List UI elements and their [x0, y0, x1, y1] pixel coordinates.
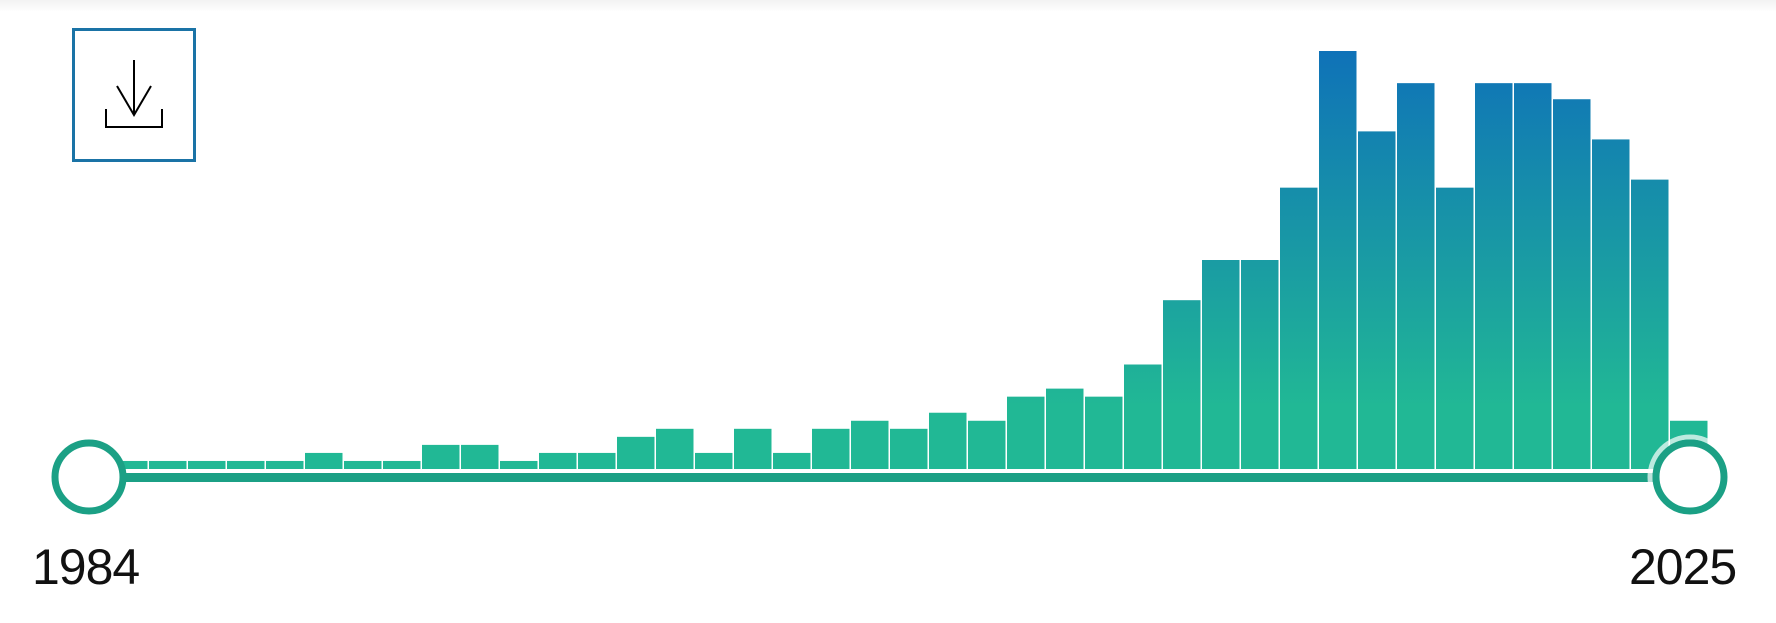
bar-1985: [149, 460, 187, 469]
bar-2023: [1631, 179, 1669, 469]
download-icon: [105, 60, 163, 128]
bar-2000: [734, 428, 772, 469]
bar-1996: [578, 452, 616, 469]
bar-1986: [188, 460, 226, 469]
bar-2018: [1436, 187, 1474, 469]
bar-1989: [305, 452, 343, 469]
bar-2015: [1319, 51, 1357, 469]
bar-1990: [344, 460, 382, 469]
download-button[interactable]: [72, 28, 196, 162]
top-band: [0, 0, 1776, 12]
bar-1991: [383, 460, 421, 469]
bar-2007: [1007, 396, 1045, 469]
bar-2005: [929, 412, 967, 469]
bar-1992: [422, 444, 460, 469]
bar-2011: [1163, 300, 1201, 469]
bar-2012: [1202, 260, 1240, 469]
bar-2022: [1592, 139, 1630, 469]
bar-1987: [227, 460, 265, 469]
range-start-handle[interactable]: [51, 439, 127, 515]
range-end-handle[interactable]: [1652, 439, 1728, 515]
bar-1993: [461, 444, 499, 469]
bar-1999: [695, 452, 733, 469]
range-start-label: 1984: [32, 539, 140, 595]
bar-2001: [773, 452, 811, 469]
bar-2010: [1124, 364, 1162, 469]
bar-2004: [890, 428, 928, 469]
bar-1988: [266, 460, 304, 469]
bar-2009: [1085, 396, 1123, 469]
range-end-handle-halo: [1647, 434, 1733, 520]
bar-2002: [812, 428, 850, 469]
bar-1998: [656, 428, 694, 469]
slider-track: [110, 473, 1710, 482]
bar-2017: [1397, 83, 1435, 470]
bar-2013: [1241, 260, 1279, 469]
bar-2021: [1553, 99, 1591, 469]
bar-2003: [851, 420, 889, 469]
bar-2008: [1046, 388, 1084, 469]
bar-1997: [617, 436, 655, 469]
bar-2014: [1280, 187, 1318, 469]
range-end-label: 2025: [1629, 539, 1737, 595]
bar-2020: [1514, 83, 1552, 470]
bar-1994: [500, 460, 538, 469]
bar-1995: [539, 452, 577, 469]
bar-1984: [110, 460, 148, 469]
bars-group: [110, 51, 1708, 470]
bar-2019: [1475, 83, 1513, 470]
bar-2006: [968, 420, 1006, 469]
bar-2016: [1358, 131, 1396, 469]
